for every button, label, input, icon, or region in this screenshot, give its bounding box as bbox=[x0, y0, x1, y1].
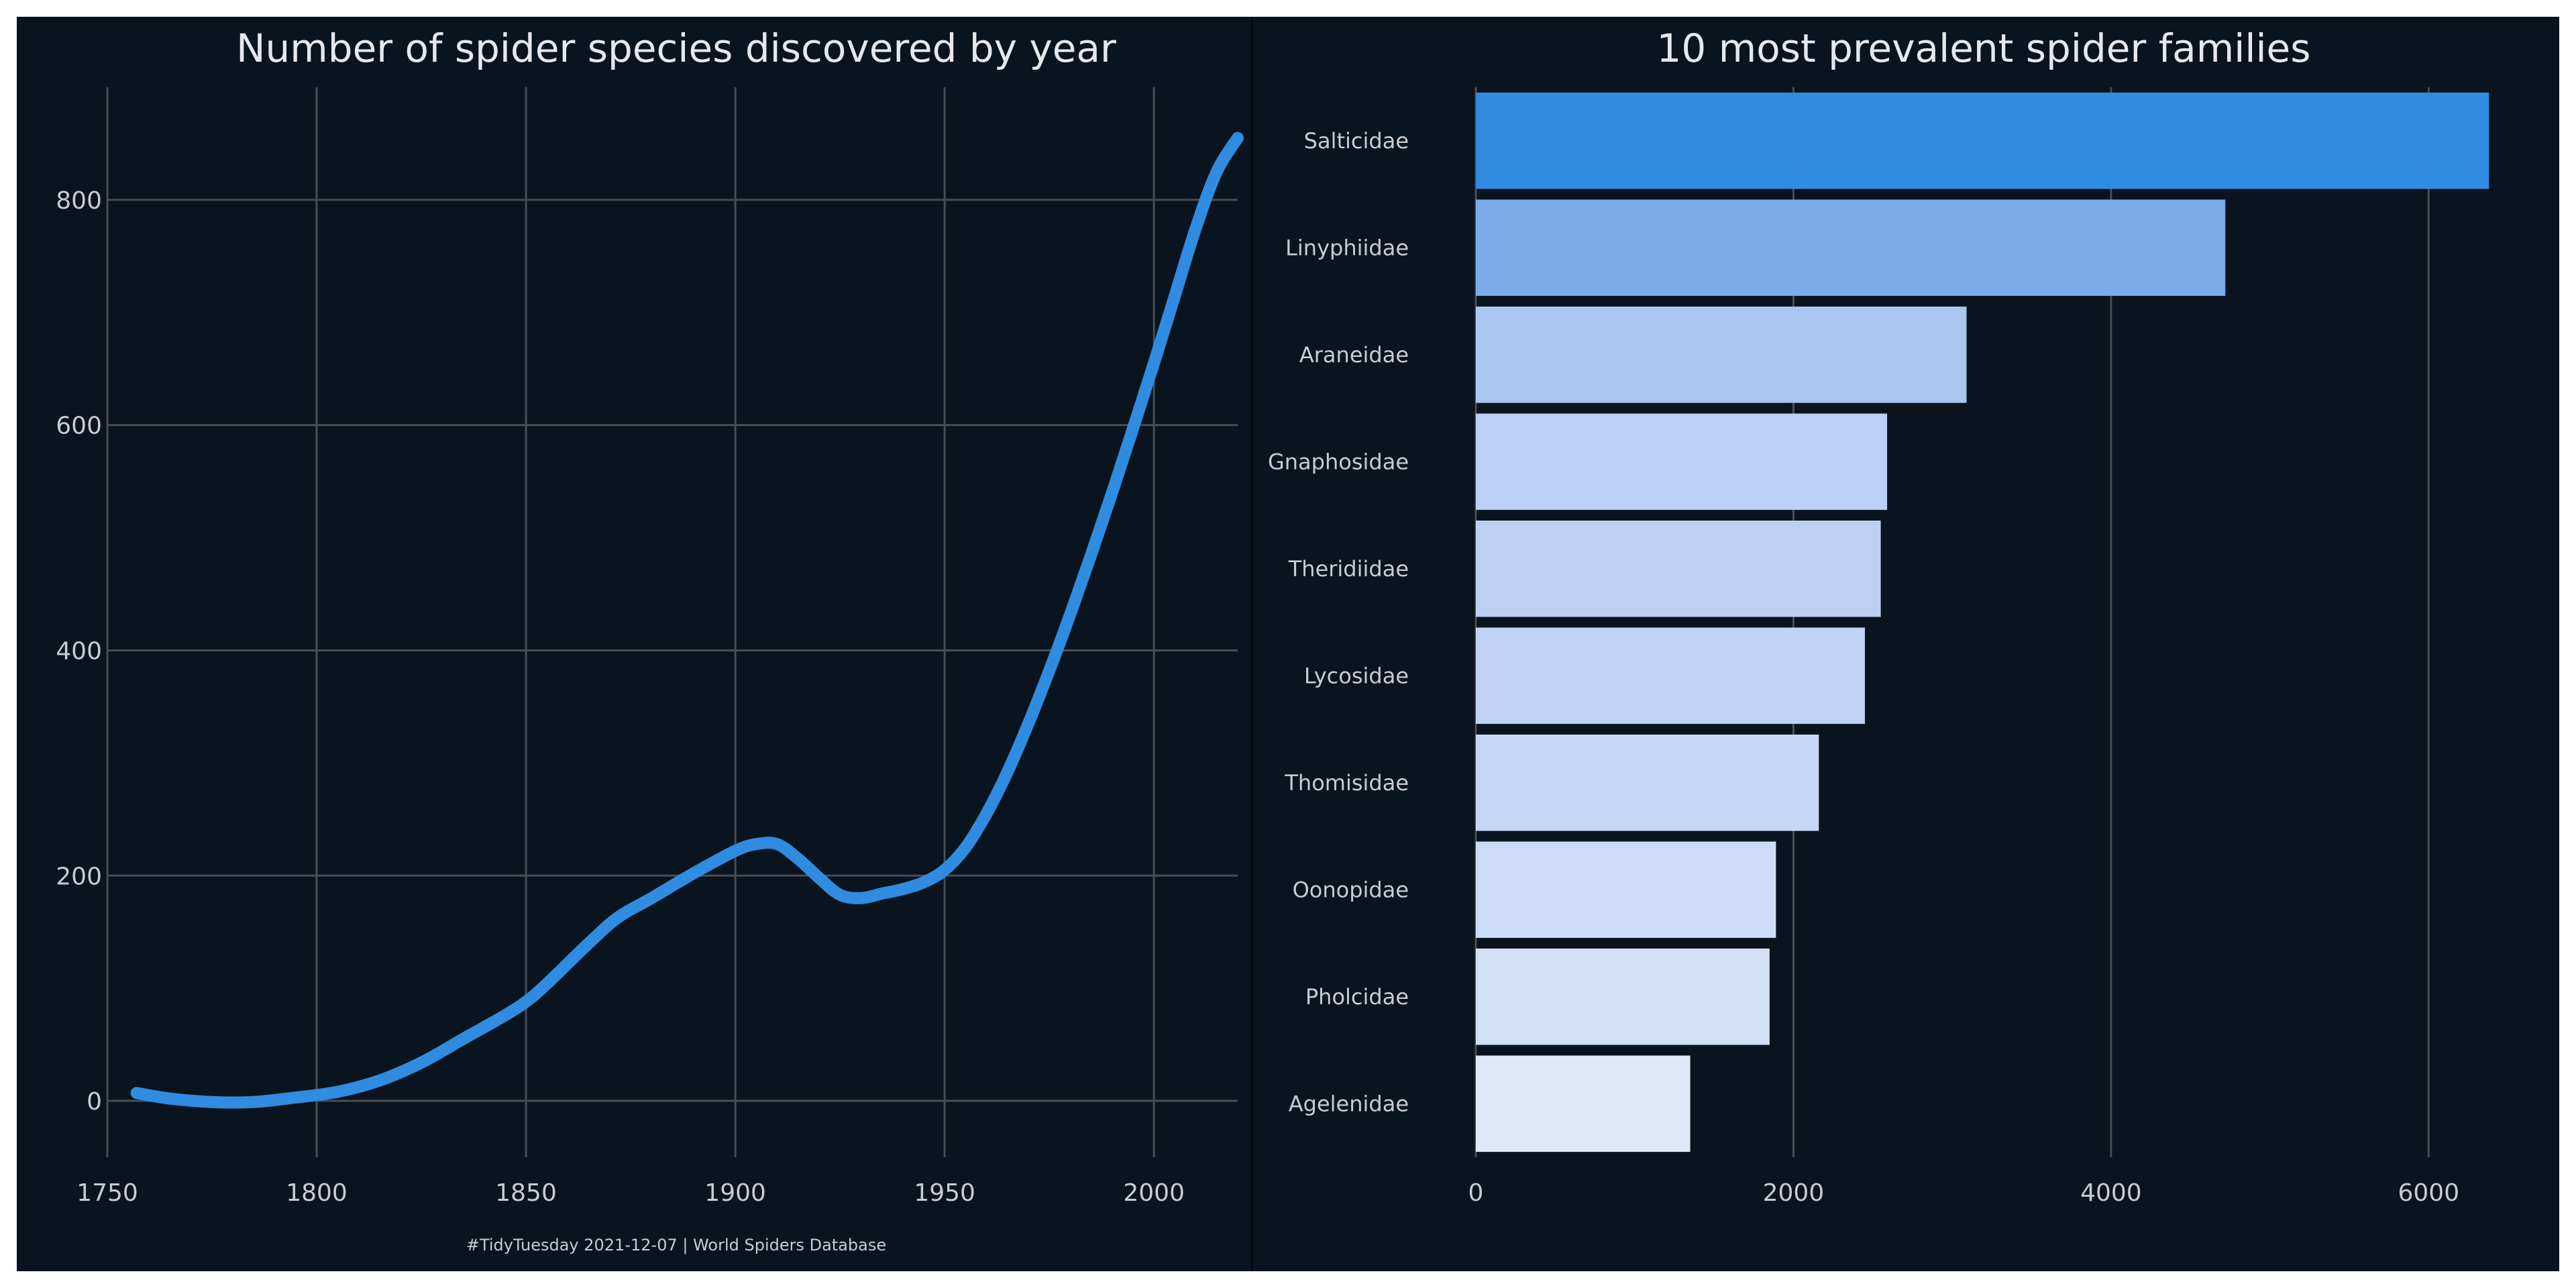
x-tick-label: 2000 bbox=[1763, 1179, 1825, 1207]
line-chart-grid bbox=[106, 87, 1238, 1157]
line-chart-panel: Number of spider species discovered by y… bbox=[56, 25, 1244, 1207]
bar-pholcidae bbox=[1476, 949, 1770, 1045]
line-chart-title: Number of spider species discovered by y… bbox=[236, 25, 1116, 71]
bar-gnaphosidae bbox=[1476, 413, 1888, 511]
category-label: Agelenidae bbox=[1289, 1091, 1409, 1116]
category-label: Theridiidae bbox=[1288, 556, 1409, 582]
bar-chart-category-labels: Salticidae Linyphiidae Araneidae Gnaphosida… bbox=[1268, 128, 1409, 1117]
bar-chart-title: 10 most prevalent spider families bbox=[1657, 25, 2311, 71]
category-label: Thomisidae bbox=[1284, 770, 1409, 796]
bar-salticidae bbox=[1476, 93, 2489, 189]
bar-chart-bars bbox=[1476, 93, 2489, 1152]
x-tick-label: 6000 bbox=[2398, 1179, 2460, 1207]
category-label: Gnaphosidae bbox=[1268, 449, 1409, 474]
line-chart-series bbox=[130, 131, 1244, 1109]
x-tick-label: 1800 bbox=[286, 1179, 347, 1207]
category-label: Linyphiidae bbox=[1285, 235, 1409, 260]
x-tick-label: 0 bbox=[1468, 1179, 1484, 1207]
x-tick-label: 1900 bbox=[704, 1179, 766, 1207]
x-tick-label: 4000 bbox=[2080, 1179, 2142, 1207]
y-tick-label: 800 bbox=[56, 187, 102, 215]
species-trend-line bbox=[130, 131, 1244, 1109]
category-label: Lycosidae bbox=[1304, 663, 1409, 688]
y-tick-label: 200 bbox=[56, 863, 102, 890]
bar-agelenidae bbox=[1476, 1055, 1690, 1152]
category-label: Pholcidae bbox=[1305, 984, 1409, 1010]
bar-araneidae bbox=[1476, 307, 1967, 403]
bar-oonopidae bbox=[1476, 841, 1776, 938]
category-label: Salticidae bbox=[1304, 128, 1409, 154]
x-tick-label: 1750 bbox=[76, 1179, 138, 1207]
caption: #TidyTuesday 2021-12-07 | World Spiders … bbox=[466, 1236, 886, 1254]
line-chart-y-ticks: 0 200 400 600 800 bbox=[56, 187, 102, 1116]
bar-chart-panel: 10 most prevalent spider families Saltic… bbox=[1268, 25, 2489, 1207]
y-tick-label: 0 bbox=[87, 1088, 102, 1116]
y-tick-label: 600 bbox=[56, 413, 102, 440]
category-label: Oonopidae bbox=[1293, 877, 1409, 902]
x-tick-label: 1950 bbox=[914, 1179, 975, 1207]
bar-chart-x-ticks: 0 2000 4000 6000 bbox=[1468, 1179, 2460, 1207]
bar-lycosidae bbox=[1476, 627, 1865, 724]
bar-linyphiidae bbox=[1476, 199, 2226, 297]
line-chart-x-ticks: 1750 1800 1850 1900 1950 2000 bbox=[76, 1179, 1185, 1207]
y-tick-label: 400 bbox=[56, 637, 102, 665]
x-tick-label: 2000 bbox=[1123, 1179, 1185, 1207]
bar-thomisidae bbox=[1476, 735, 1819, 831]
bar-theridiidae bbox=[1476, 521, 1881, 617]
category-label: Araneidae bbox=[1299, 342, 1409, 368]
x-tick-label: 1850 bbox=[495, 1179, 557, 1207]
